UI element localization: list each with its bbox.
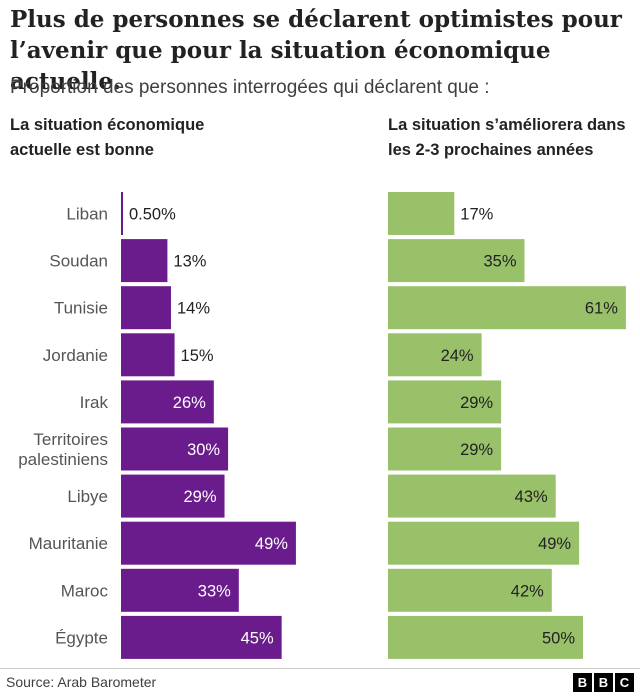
right-bar bbox=[388, 239, 525, 283]
left-value-label: 0.50% bbox=[129, 206, 176, 224]
right-bar bbox=[388, 380, 502, 424]
left-bar bbox=[121, 286, 171, 330]
right-panel-title: La situation s’améliorera dans les 2-3 p… bbox=[388, 116, 626, 159]
right-bar bbox=[388, 427, 502, 471]
left-bar bbox=[121, 192, 123, 235]
category-label: Mauritanie bbox=[29, 534, 108, 553]
right-bar bbox=[388, 615, 583, 659]
right-bar bbox=[388, 286, 626, 330]
category-label: Irak bbox=[80, 393, 109, 412]
chart-title: Plus de personnes se déclarent optimiste… bbox=[10, 6, 622, 95]
left-bar bbox=[121, 239, 168, 283]
right-value-label: 42% bbox=[511, 582, 544, 600]
category-label: Jordanie bbox=[43, 346, 108, 365]
chart-subtitle: Proportion des personnes interrogées qui… bbox=[10, 77, 490, 98]
left-value-label: 29% bbox=[183, 488, 216, 506]
category-label: Maroc bbox=[61, 581, 109, 600]
bbc-logo-letter: C bbox=[615, 673, 634, 692]
right-bar bbox=[388, 474, 556, 518]
right-bar bbox=[388, 521, 580, 565]
bbc-logo-letter: B bbox=[594, 673, 613, 692]
right-value-label: 49% bbox=[538, 535, 571, 553]
bar-charts: Liban Soudan Tunisie Jordanie Irak Territoire… bbox=[18, 192, 626, 659]
category-label: Liban bbox=[66, 205, 108, 224]
left-value-label: 14% bbox=[177, 300, 210, 318]
right-value-label: 50% bbox=[542, 629, 575, 647]
right-bar bbox=[388, 568, 552, 612]
right-bar bbox=[388, 333, 482, 377]
left-bar bbox=[121, 615, 282, 659]
left-bar bbox=[121, 427, 229, 471]
right-value-label: 17% bbox=[460, 206, 493, 224]
right-value-label: 35% bbox=[483, 253, 516, 271]
right-value-label: 24% bbox=[441, 347, 474, 365]
left-bar bbox=[121, 380, 214, 424]
right-value-label: 29% bbox=[460, 394, 493, 412]
source-note: Source: Arab Barometer bbox=[6, 674, 157, 690]
category-label: palestiniens bbox=[18, 450, 108, 469]
category-label: Libye bbox=[67, 487, 108, 506]
right-value-label: 29% bbox=[460, 441, 493, 459]
left-bar bbox=[121, 521, 296, 565]
left-bar bbox=[121, 333, 175, 377]
footer-divider bbox=[0, 668, 640, 669]
right-bar bbox=[388, 192, 455, 235]
left-panel-title: La situation économique actuelle est bon… bbox=[10, 116, 205, 159]
right-value-label: 61% bbox=[585, 300, 618, 318]
category-label: Soudan bbox=[49, 252, 108, 271]
right-value-label: 43% bbox=[515, 488, 548, 506]
left-bar bbox=[121, 568, 239, 612]
bbc-logo-letter: B bbox=[573, 673, 592, 692]
left-value-label: 45% bbox=[241, 629, 274, 647]
left-bar bbox=[121, 474, 225, 518]
left-value-label: 15% bbox=[181, 347, 214, 365]
left-value-label: 49% bbox=[255, 535, 288, 553]
category-label: Territoires bbox=[33, 430, 108, 449]
left-value-label: 30% bbox=[187, 441, 220, 459]
left-value-label: 33% bbox=[198, 582, 231, 600]
left-value-label: 13% bbox=[173, 253, 206, 271]
category-label: Égypte bbox=[55, 628, 108, 647]
bbc-logo: B B C bbox=[573, 673, 634, 692]
category-label: Tunisie bbox=[54, 299, 108, 318]
left-value-label: 26% bbox=[173, 394, 206, 412]
